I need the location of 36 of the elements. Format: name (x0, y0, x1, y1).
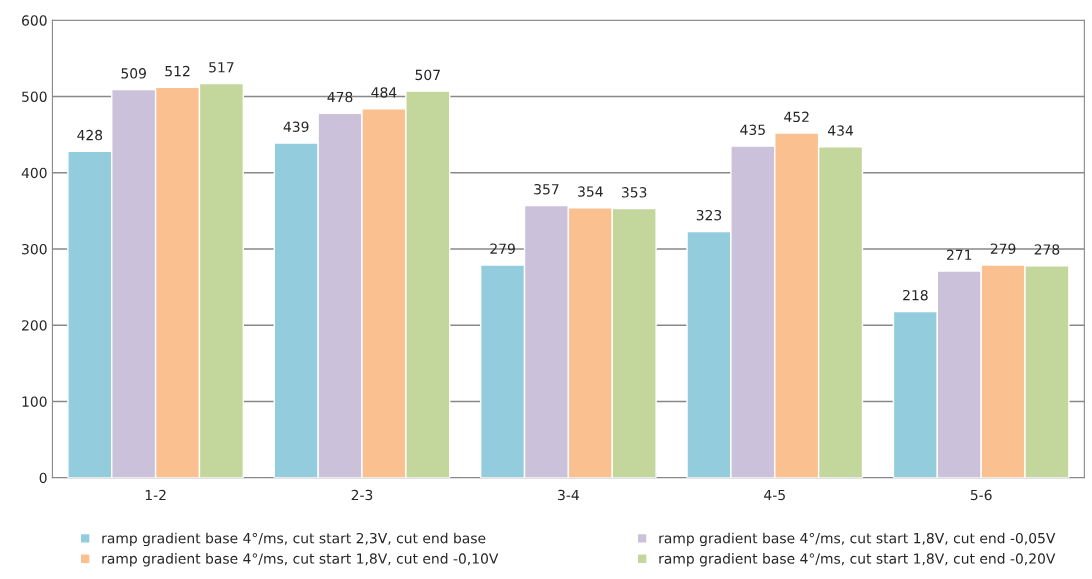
x-tick-label: 2-3 (351, 489, 373, 501)
legend-label: ramp gradient base 4°/ms, cut start 1,8V, cut end -0,05V (659, 532, 1056, 547)
y-tick-label: 500 (22, 91, 47, 102)
data-label: 439 (283, 121, 309, 132)
y-tick-label: 300 (22, 243, 47, 255)
y-tick-label: 200 (22, 320, 47, 331)
x-tick-label: 1-2 (145, 489, 166, 501)
y-tick-label: 0 (39, 472, 47, 484)
data-label: 435 (740, 124, 765, 136)
data-label: 428 (77, 129, 103, 141)
data-label: 353 (621, 187, 647, 198)
data-label: 323 (696, 209, 722, 221)
data-label: 357 (534, 183, 559, 195)
legend-label: ramp gradient base 4°/ms, cut start 2,3V, cut end base (102, 532, 486, 547)
x-tick-label: 4-5 (764, 489, 785, 501)
y-tick-label: 400 (21, 167, 47, 179)
data-label: 279 (990, 243, 1016, 254)
data-label: 452 (784, 111, 809, 123)
data-label: 517 (209, 62, 234, 73)
data-label: 512 (165, 65, 190, 77)
data-label: 507 (415, 69, 440, 81)
data-label: 434 (827, 125, 854, 136)
y-tick-label: 100 (22, 396, 47, 407)
data-label: 484 (371, 87, 397, 98)
data-label: 509 (121, 68, 146, 79)
data-label: 279 (490, 243, 515, 254)
legend-label: ramp gradient base 4°/ms, cut start 1,8V, cut end -0,10V (102, 553, 499, 567)
data-label: 278 (1034, 244, 1060, 255)
y-tick-label: 600 (22, 15, 47, 26)
data-label: 478 (327, 91, 353, 103)
x-tick-label: 5-6 (970, 489, 992, 501)
legend-label: ramp gradient base 4°/ms, cut start 1,8V, cut end -0,20V (659, 553, 1056, 567)
data-label: 354 (578, 186, 603, 197)
data-label: 271 (947, 249, 972, 260)
x-tick-label: 3-4 (558, 489, 579, 501)
data-label: 218 (903, 289, 928, 301)
